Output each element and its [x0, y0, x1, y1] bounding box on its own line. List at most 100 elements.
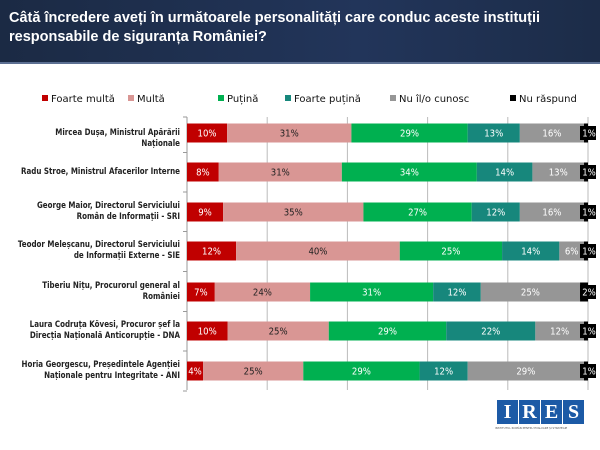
legend-label: Nu răspund [519, 94, 577, 105]
data-label-box [580, 364, 596, 378]
legend-swatch [218, 95, 224, 101]
data-label: 13% [484, 129, 503, 140]
data-label: 1% [582, 208, 596, 219]
data-label: 9% [198, 208, 212, 219]
legend-swatch [128, 95, 134, 101]
bar-segment [519, 123, 584, 143]
bar-segment [303, 361, 420, 381]
legend-item: Nu răspund [510, 94, 577, 105]
data-label: 12% [447, 288, 466, 299]
data-label: 22% [481, 327, 500, 338]
data-label: 29% [378, 327, 397, 338]
chart-title: Câtă încredere aveți în următoarele pers… [9, 10, 541, 45]
legend-item: Foarte puțină [285, 94, 361, 105]
bar-segment [187, 321, 228, 341]
legend-item: Foarte multă [42, 94, 115, 105]
category-label: Tiberiu Nițu, Procurorul general al Româ… [42, 281, 180, 302]
legend-label: Foarte puțină [294, 94, 361, 105]
data-label: 10% [198, 129, 217, 140]
data-label: 8% [196, 168, 210, 179]
logo-subtitle: INSTITUTUL ROMÂN PENTRU EVALUARE ȘI STRA… [495, 426, 568, 430]
data-label: 6% [565, 247, 579, 258]
logo-letter: S [563, 400, 584, 424]
bar-segment [236, 241, 400, 261]
data-label: 14% [495, 168, 514, 179]
legend-swatch [285, 95, 291, 101]
logo-letter: R [519, 400, 540, 424]
data-label: 31% [362, 288, 381, 299]
data-label: 1% [582, 168, 596, 179]
bar-segment [187, 162, 219, 182]
legend-item: Puțină [218, 94, 258, 105]
data-label: 7% [194, 288, 208, 299]
bar-segment [310, 282, 434, 302]
legend-label: Puțină [227, 94, 259, 105]
bar-segment [227, 321, 329, 341]
data-label: 40% [308, 247, 327, 258]
bar-segment [187, 202, 224, 222]
bar-segment [399, 241, 503, 261]
legend-swatch [390, 95, 396, 101]
data-label: 25% [521, 288, 540, 299]
bar-segment [227, 123, 352, 143]
data-label: 1% [582, 367, 596, 378]
data-label: 1% [582, 129, 596, 140]
data-label-box [580, 126, 596, 140]
legend-label: Multă [137, 94, 165, 105]
data-label: 34% [400, 168, 419, 179]
bar-segment [419, 361, 468, 381]
data-label: 12% [434, 367, 453, 378]
header-banner: Câtă încredere aveți în următoarele pers… [0, 0, 600, 64]
category-label: Mircea Dușa, Ministrul Apărării Național… [55, 127, 180, 149]
data-label: 24% [253, 288, 272, 299]
data-label: 12% [486, 208, 505, 219]
data-label: 29% [400, 129, 419, 140]
data-label: 25% [269, 327, 288, 338]
data-label: 25% [441, 247, 460, 258]
data-label: 12% [550, 327, 569, 338]
logo-letter: I [497, 400, 518, 424]
bar-segment [467, 123, 520, 143]
data-label: 12% [202, 247, 221, 258]
data-label-box [580, 244, 596, 258]
data-label: 16% [542, 129, 561, 140]
data-label: 35% [284, 208, 303, 219]
data-label: 13% [549, 168, 568, 179]
bar-segment [351, 123, 468, 143]
bar-segment [559, 241, 584, 261]
bar-segment [341, 162, 477, 182]
data-label: 10% [198, 327, 217, 338]
legend-item: Nu îl/o cunosc [390, 94, 469, 105]
bar-segment [187, 282, 215, 302]
bar-segment [363, 202, 472, 222]
bar-segment [446, 321, 536, 341]
bar-segment [203, 361, 304, 381]
bar-segment [187, 123, 228, 143]
category-label: Laura Codruța Kövesi, Procuror șef la Di… [29, 320, 180, 341]
data-label: 1% [582, 247, 596, 258]
bar-segment [502, 241, 560, 261]
legend-swatch [510, 95, 516, 101]
data-label: 31% [280, 129, 299, 140]
legend-swatch [42, 95, 48, 101]
bar-segment [187, 361, 204, 381]
bar-segment [187, 241, 237, 261]
bar-segment [532, 162, 585, 182]
data-label-box [580, 324, 596, 338]
category-label: Horia Georgescu, Președintele Agenției N… [21, 360, 181, 381]
data-label: 29% [516, 367, 535, 378]
category-label: Radu Stroe, Ministrul Afacerilor Interne [20, 166, 180, 177]
legend-item: Multă [128, 94, 165, 105]
data-label: 2% [582, 288, 596, 299]
bar-segment [480, 282, 581, 302]
data-label-box [580, 205, 596, 219]
data-label: 1% [582, 327, 596, 338]
data-label: 25% [244, 367, 263, 378]
logo-letter: E [541, 400, 562, 424]
bar-segment [433, 282, 481, 302]
data-label: 27% [408, 208, 427, 219]
data-label: 31% [271, 168, 290, 179]
data-label-box [580, 285, 596, 299]
data-label-box [580, 165, 596, 179]
